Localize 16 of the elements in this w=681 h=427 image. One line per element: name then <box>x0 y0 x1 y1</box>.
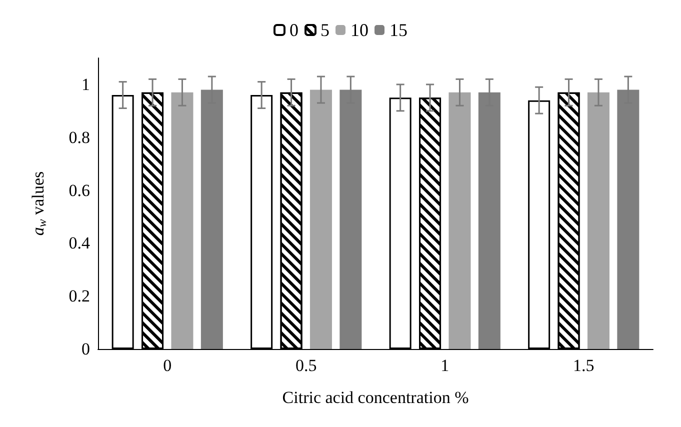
legend-label: 10 <box>350 20 368 40</box>
legend-label: 5 <box>320 20 330 40</box>
x-tick-label: 1.5 <box>573 356 594 375</box>
x-axis-title: Citric acid concentration % <box>282 388 469 407</box>
y-tick-label: 0.6 <box>68 180 90 200</box>
y-tick-label: 0.8 <box>68 128 90 147</box>
legend-label: 0 <box>290 20 298 40</box>
x-tick-label: 0.5 <box>296 356 317 375</box>
x-tick-label: 0 <box>163 356 172 375</box>
y-axis-title: aw values <box>28 171 49 236</box>
legend-label: 15 <box>390 20 408 40</box>
x-tick-label: 1 <box>440 356 450 375</box>
y-tick-label: 0.4 <box>68 234 90 253</box>
y-tick-label: 0 <box>82 340 90 358</box>
y-tick-label: 0.2 <box>68 286 90 306</box>
y-tick-label: 1 <box>82 74 90 94</box>
